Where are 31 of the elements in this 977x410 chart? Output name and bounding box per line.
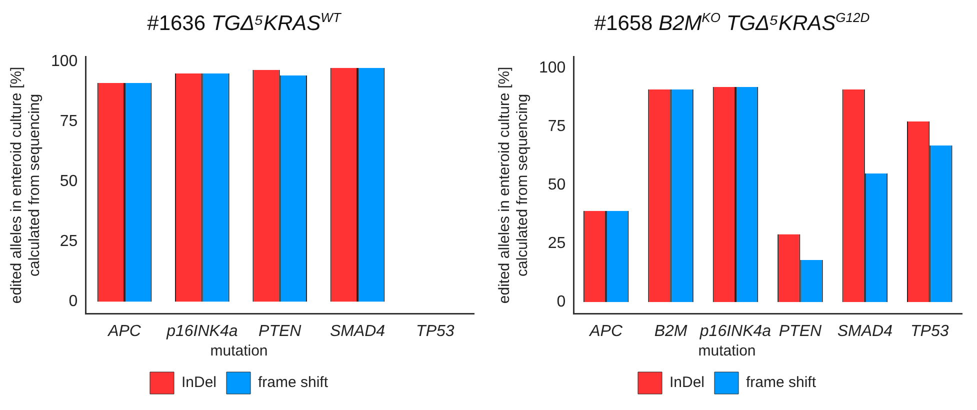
- y-tick-label: 50: [548, 176, 566, 194]
- x-tick-label: SMAD4: [837, 322, 893, 340]
- x-tick-label: TP53: [416, 322, 454, 340]
- x-tick-label: B2M: [654, 322, 688, 340]
- y-tick-label: 50: [60, 173, 78, 190]
- legend-label: frame shift: [746, 374, 817, 392]
- x-tick-label: p16INK4a: [698, 322, 772, 340]
- y-tick-label: 0: [556, 294, 566, 311]
- y-tick-label: 100: [538, 60, 566, 77]
- y-tick-label: 0: [68, 293, 78, 310]
- x-tick-label: PTEN: [258, 322, 302, 340]
- y-axis-title: edited alleles in enteroid culture [%] calculated from sequencing: [8, 66, 44, 304]
- legend-title: mutation: [698, 342, 756, 360]
- x-tick-label: PTEN: [778, 322, 822, 340]
- y-tick-label: 25: [548, 235, 566, 252]
- y-tick-label: 100: [50, 52, 78, 70]
- y-tick-label: 25: [60, 233, 78, 250]
- x-tick-label: TP53: [910, 322, 949, 340]
- x-tick-label: APC: [107, 322, 142, 340]
- x-tick-label: APC: [588, 322, 623, 340]
- x-tick-label: SMAD4: [330, 322, 386, 340]
- chart-title: #1636 TGΔ⁵KRAS$^{WT}$: [147, 10, 341, 37]
- legend-title: mutation: [210, 342, 268, 360]
- legend-label: frame shift: [258, 374, 329, 392]
- x-tick-label: p16INK4a: [166, 322, 238, 340]
- legend-label: InDel: [181, 374, 217, 392]
- y-axis-title: edited alleles in enteroid culture [%] calculated from sequencing: [496, 66, 532, 304]
- y-tick-label: 75: [60, 112, 78, 130]
- y-tick-label: 75: [548, 118, 566, 136]
- legend-label: InDel: [669, 374, 705, 392]
- chart-title: #1658 B2M$^{KO}$ TGΔ⁵KRAS$^{G12D}$: [594, 10, 870, 37]
